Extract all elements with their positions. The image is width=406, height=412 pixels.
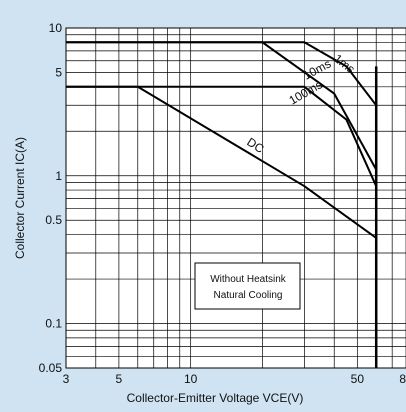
tick-labels: 3 5 10 50 80 10 5 1 0.5 0.1 0.05	[39, 21, 406, 386]
y-tick-label: 5	[55, 65, 62, 79]
x-axis-label: Collector-Emitter Voltage VCE(V)	[127, 391, 304, 405]
x-tick-label: 80	[399, 372, 406, 386]
y-axis-label: Collector Current IC(A)	[13, 137, 27, 259]
y-tick-label: 0.5	[45, 213, 62, 227]
x-tick-label: 50	[351, 372, 365, 386]
y-tick-label: 1	[55, 169, 62, 183]
series-line-dc	[66, 85, 377, 239]
y-tick-label: 0.1	[45, 317, 62, 331]
grid	[65, 27, 406, 369]
y-tick-label: 0.05	[39, 361, 63, 375]
plot-area	[66, 28, 406, 368]
series-lines	[66, 41, 378, 368]
y-tick-label: 10	[49, 21, 63, 35]
note-line-1: Without Heatsink	[210, 274, 287, 285]
x-tick-label: 3	[63, 372, 70, 386]
note-line-2: Natural Cooling	[214, 290, 283, 301]
x-tick-label: 5	[116, 372, 123, 386]
series-line-10ms	[66, 41, 378, 171]
note-box	[194, 262, 301, 310]
series-line-100ms	[66, 85, 378, 187]
x-tick-label: 10	[184, 372, 198, 386]
plot-border	[65, 27, 406, 369]
